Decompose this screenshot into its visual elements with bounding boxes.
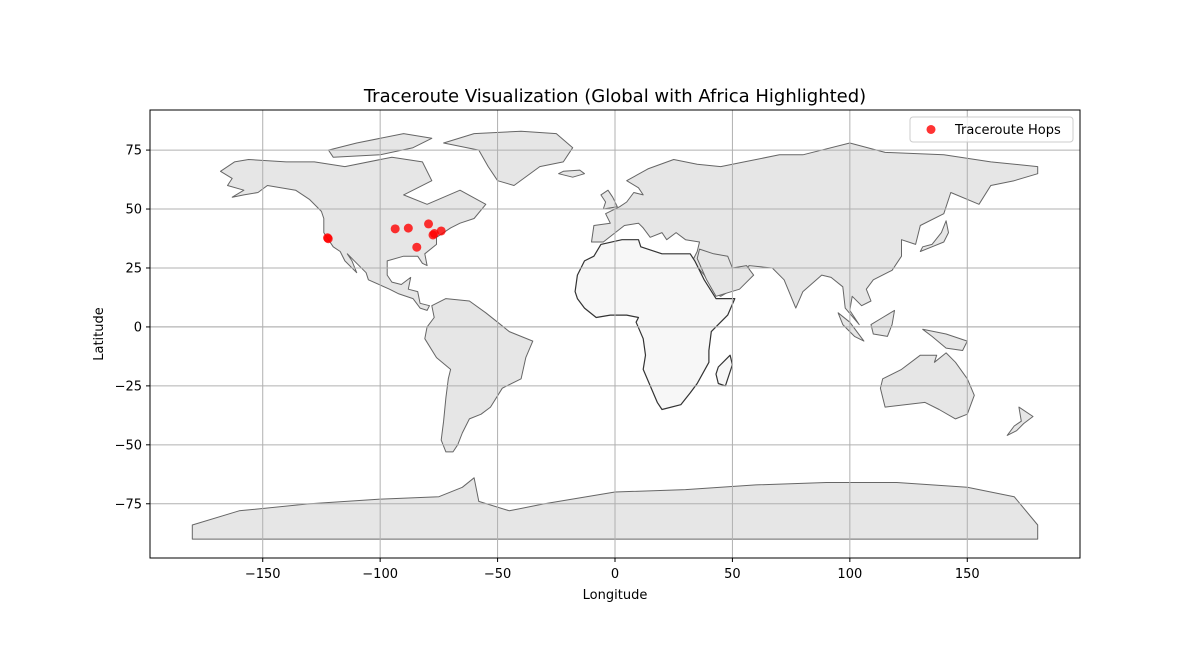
y-tick-label: 25 — [125, 261, 142, 276]
traceroute-hops-layer — [323, 219, 446, 252]
landmass-new-zealand — [1006, 406, 1034, 436]
traceroute-hop-point — [412, 242, 422, 252]
legend-label: Traceroute Hops — [954, 123, 1061, 138]
y-tick-label: 50 — [125, 203, 142, 218]
landmass-arabia — [696, 248, 755, 297]
x-axis-label: Longitude — [583, 588, 648, 603]
x-tick-label: 50 — [724, 567, 741, 582]
y-tick-label: 0 — [134, 320, 142, 335]
landmass-south-america — [424, 298, 534, 453]
landmass-greenland — [443, 130, 574, 186]
traceroute-hop-point — [390, 224, 400, 234]
traceroute-hop-point — [424, 219, 434, 229]
y-tick-label: −75 — [115, 497, 142, 512]
x-tick-label: −100 — [362, 567, 398, 582]
traceroute-hop-point — [403, 223, 413, 233]
traceroute-hop-point — [429, 229, 439, 239]
landmass-iceland — [558, 169, 585, 178]
landmass-uk — [600, 189, 618, 210]
x-tick-label: 100 — [837, 567, 862, 582]
grid-lines — [150, 110, 1080, 558]
landmass-new-guinea — [922, 328, 968, 351]
legend: Traceroute Hops — [909, 116, 1074, 143]
x-tick-label: −50 — [484, 567, 511, 582]
x-tick-label: 0 — [611, 567, 619, 582]
y-axis-label: Latitude — [92, 307, 107, 361]
y-tick-label: 75 — [125, 144, 142, 159]
traceroute-hop-point — [323, 234, 333, 244]
y-tick-label: −50 — [115, 438, 142, 453]
y-tick-label: −25 — [115, 379, 142, 394]
landmass-north-america — [220, 156, 487, 311]
x-tick-label: −150 — [245, 567, 281, 582]
traceroute-hop-point — [436, 226, 446, 236]
landmass-borneo — [870, 309, 895, 337]
chart-title: Traceroute Visualization (Global with Af… — [363, 86, 866, 107]
legend-box — [909, 116, 1074, 143]
landmass-eurasia — [591, 142, 1039, 326]
landmass-japan — [919, 220, 949, 252]
legend-marker — [926, 125, 936, 134]
x-tick-label: 150 — [955, 567, 980, 582]
axis-ticks: −150 −100 −50 0 50 100 150 −75 −50 −25 0 25 50 75 — [115, 144, 980, 582]
